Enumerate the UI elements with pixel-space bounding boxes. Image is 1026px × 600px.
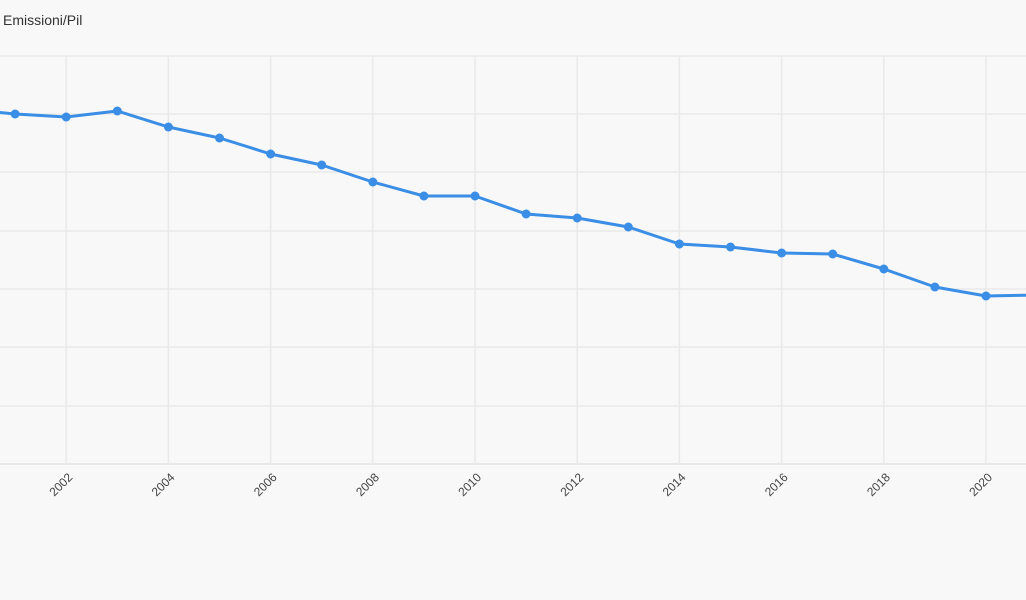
data-point[interactable] [981, 291, 991, 301]
series-line [0, 109, 1026, 298]
data-point[interactable] [419, 191, 429, 201]
x-tick-label: 2006 [251, 470, 280, 499]
chart-title: Emissioni/Pil [3, 12, 83, 28]
data-point[interactable] [215, 133, 224, 143]
x-tick-label: 2004 [149, 470, 178, 499]
data-point[interactable] [572, 213, 582, 223]
data-point[interactable] [726, 242, 735, 252]
data-point[interactable] [266, 149, 276, 159]
data-point[interactable] [163, 122, 173, 132]
data-point[interactable] [521, 209, 531, 219]
data-point[interactable] [10, 109, 20, 119]
data-point[interactable] [317, 160, 327, 170]
x-tick-label: 2010 [455, 470, 484, 499]
points-layer [10, 106, 991, 301]
data-point[interactable] [674, 239, 684, 249]
x-tick-label: 2012 [558, 470, 587, 499]
x-axis-ticks: 2002 2004 2006 2008 2010 2012 2014 2016 2018 2020 [47, 470, 996, 499]
data-point[interactable] [777, 248, 787, 258]
data-point[interactable] [368, 177, 378, 187]
x-tick-label: 2016 [762, 470, 791, 499]
data-point[interactable] [930, 282, 940, 292]
data-point[interactable] [828, 249, 838, 259]
x-tick-label: 2018 [864, 470, 893, 499]
series-layer [0, 109, 1026, 298]
grid [0, 55, 1026, 465]
data-point[interactable] [112, 106, 122, 116]
data-point[interactable] [61, 112, 71, 122]
x-tick-label: 2008 [353, 470, 382, 499]
x-tick-label: 2014 [660, 470, 689, 499]
x-tick-label: 2020 [966, 470, 995, 499]
data-point[interactable] [623, 222, 633, 232]
data-point[interactable] [879, 264, 889, 274]
x-tick-label: 2002 [47, 470, 76, 499]
data-point[interactable] [470, 191, 480, 201]
